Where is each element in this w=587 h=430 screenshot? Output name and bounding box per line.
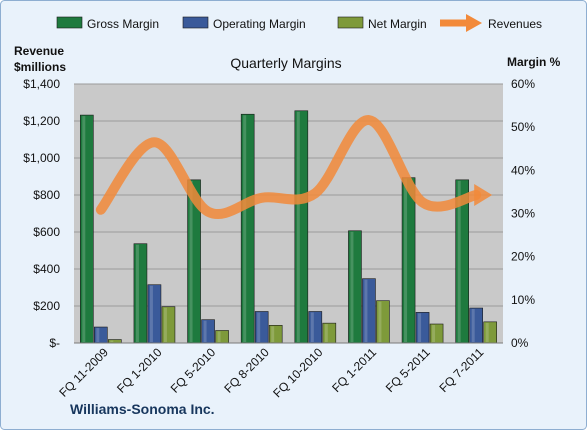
legend-item-net-margin: Net Margin [337, 16, 427, 31]
bar-highlight [257, 312, 261, 342]
bar-operating-margin [469, 307, 483, 344]
bar-highlight [203, 320, 207, 342]
bar-highlight [404, 178, 408, 342]
gridlines [74, 83, 503, 344]
bar-highlight [110, 340, 114, 342]
chart-title: Quarterly Margins [230, 55, 341, 71]
bar-highlight [82, 116, 86, 342]
legend-swatch-arrow [466, 14, 482, 32]
bar-highlight [271, 326, 275, 342]
y-left-tick-label: $1,400 [23, 77, 60, 91]
revenues-arrowhead [474, 184, 493, 206]
bar-net-margin [108, 339, 122, 344]
y-right-tick-label: 30% [511, 207, 535, 221]
y-left-label-line-2: $millions [14, 60, 66, 74]
bar-net-margin [268, 325, 283, 344]
legend-label: Revenues [488, 17, 542, 31]
legend-item-operating-margin: Operating Margin [182, 16, 306, 31]
legend-item-gross-margin: Gross Margin [56, 16, 159, 31]
revenue-line-layer [95, 115, 493, 219]
bar-operating-margin [254, 311, 269, 344]
bar-gross-margin [80, 114, 94, 344]
legend-label: Net Margin [368, 17, 427, 31]
bar-highlight [364, 279, 368, 342]
y-left-tick-label: $200 [33, 299, 60, 313]
y-left-tick-label: $600 [33, 225, 60, 239]
bar-operating-margin [362, 278, 376, 344]
bar-highlight [96, 328, 100, 342]
legend-swatch [56, 16, 83, 29]
legend: Gross Margin Operating Margin Net Margin Re… [56, 14, 542, 32]
y-left-label-line-1: Revenue [14, 44, 64, 58]
bar-net-margin [376, 300, 390, 344]
bar-highlight [243, 115, 247, 342]
bar-highlight [350, 231, 354, 342]
bar-gross-margin [348, 230, 362, 344]
legend-item-revenues: Revenues [440, 14, 542, 32]
bar-operating-margin [201, 319, 215, 344]
bar-operating-margin [147, 284, 162, 344]
y-left-tick-label: $1,000 [23, 151, 60, 165]
bar-gross-margin [294, 110, 309, 344]
bar-net-margin [322, 322, 337, 344]
bar-net-margin [429, 323, 444, 344]
bar-highlight [457, 180, 461, 342]
y-right-tick-label: 10% [511, 293, 535, 307]
bar-gross-margin [401, 177, 416, 344]
y-right-label: Margin % [507, 55, 561, 69]
legend-label: Operating Margin [213, 17, 306, 31]
bar-highlight [432, 325, 436, 342]
bar-net-margin [215, 330, 229, 344]
y-left-tick-label: $800 [33, 188, 60, 202]
bar-highlight [471, 309, 475, 342]
y-left-tick-label: $1,200 [23, 114, 60, 128]
bars [80, 110, 497, 344]
y-left-tick-label: $- [49, 336, 60, 350]
y-left-tick-label: $400 [33, 262, 60, 276]
y-right-tick-label: 20% [511, 250, 535, 264]
bar-operating-margin [94, 326, 108, 344]
bar-net-margin [161, 306, 176, 344]
bar-gross-margin [240, 113, 255, 344]
bar-operating-margin [308, 311, 323, 344]
company-name: Williams-Sonoma Inc. [70, 401, 215, 417]
bar-highlight [163, 307, 167, 342]
bar-highlight [189, 180, 193, 342]
bar-highlight [310, 312, 314, 342]
bar-highlight [324, 324, 328, 342]
legend-label: Gross Margin [87, 17, 159, 31]
bar-highlight [149, 285, 153, 342]
y-right-tick-label: 60% [511, 77, 535, 91]
bar-highlight [296, 111, 300, 342]
legend-swatch [337, 16, 364, 29]
revenues-line [95, 115, 482, 219]
legend-swatch [182, 16, 209, 29]
y-right-tick-label: 0% [511, 336, 529, 350]
bar-operating-margin [415, 312, 430, 344]
bar-highlight [418, 313, 422, 342]
y-right-tick-label: 40% [511, 163, 535, 177]
bar-highlight [135, 244, 139, 342]
bar-net-margin [483, 321, 497, 344]
bar-highlight [217, 331, 221, 342]
y-right-tick-label: 50% [511, 120, 535, 134]
bar-highlight [485, 322, 489, 342]
bar-highlight [378, 301, 382, 342]
bar-gross-margin [133, 243, 148, 344]
